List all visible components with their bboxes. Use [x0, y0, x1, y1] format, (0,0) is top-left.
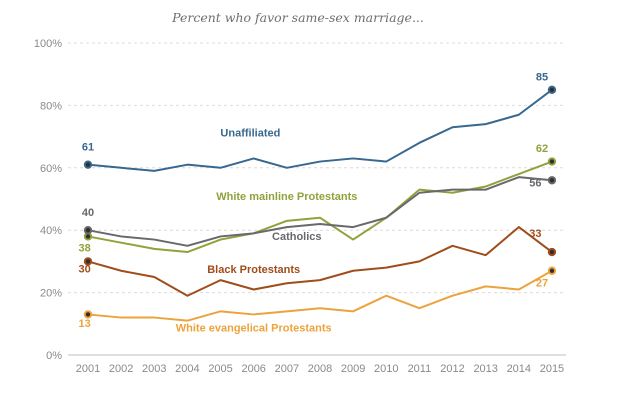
x-tick-label: 2004: [175, 363, 199, 375]
endpoint-dot-white-evangelical-protestants: [83, 310, 93, 319]
endpoint-dot-unaffiliated: [547, 85, 557, 95]
series-label-unaffiliated: Unaffiliated: [220, 128, 280, 140]
endpoint-dot-white-evangelical-protestants: [547, 266, 557, 275]
y-tick-label: 20%: [40, 288, 62, 300]
series-line-white-evangelical-protestants: [87, 269, 553, 322]
endpoint-dot-catholics: [83, 226, 93, 235]
x-tick-label: 2006: [241, 363, 265, 375]
series-line-unaffiliated: [87, 89, 553, 172]
y-tick-label: 80%: [40, 100, 62, 112]
y-tick-label: 100%: [34, 38, 62, 50]
series-label-black-protestants: Black Protestants: [207, 264, 300, 276]
value-label-white-evangelical-protestants-27: 27: [536, 277, 548, 289]
x-tick-label: 2012: [440, 363, 464, 375]
x-tick-label: 2005: [208, 363, 232, 375]
x-tick-label: 2009: [341, 363, 365, 375]
y-tick-label: 60%: [40, 163, 62, 175]
value-label-unaffiliated-85: 85: [536, 71, 548, 83]
value-label-catholics-40: 40: [82, 207, 94, 219]
series-label-catholics: Catholics: [272, 231, 322, 243]
value-label-white-mainline-protestants-38: 38: [79, 242, 91, 254]
value-label-catholics-56: 56: [529, 178, 541, 190]
value-label-unaffiliated-61: 61: [82, 142, 94, 154]
value-label-black-protestants-30: 30: [79, 263, 91, 275]
x-tick-label: 2002: [109, 363, 133, 375]
value-label-white-evangelical-protestants-13: 13: [79, 318, 91, 330]
endpoint-dot-catholics: [547, 176, 557, 185]
x-tick-label: 2001: [76, 363, 100, 375]
value-label-black-protestants-33: 33: [529, 228, 541, 240]
y-tick-label: 40%: [40, 225, 62, 237]
x-tick-label: 2003: [142, 363, 166, 375]
x-tick-label: 2015: [540, 363, 564, 375]
endpoint-dot-unaffiliated: [83, 160, 93, 169]
series-line-white-mainline-protestants: [87, 160, 553, 254]
chart-title: Percent who favor same-sex marriage...: [171, 10, 424, 25]
series-line-black-protestants: [87, 226, 553, 297]
endpoint-dot-black-protestants: [547, 247, 557, 257]
y-tick-label: 0%: [46, 350, 62, 362]
endpoint-dot-black-protestants: [83, 257, 93, 266]
x-tick-label: 2011: [408, 363, 432, 375]
series-line-catholics: [87, 176, 553, 247]
series-label-white-mainline-protestants: White mainline Protestants: [216, 191, 357, 203]
x-tick-label: 2013: [473, 363, 497, 375]
x-tick-label: 2014: [507, 363, 531, 375]
series-label-white-evangelical-protestants: White evangelical Protestants: [176, 323, 332, 335]
plot-area: 0% 20% 40% 60% 80% 100% 2001 2002 2003 2004 2005 20…: [34, 38, 566, 375]
x-tick-label: 2010: [374, 363, 398, 375]
value-label-white-mainline-protestants-62: 62: [536, 143, 548, 155]
x-tick-label: 2007: [275, 363, 299, 375]
endpoint-dot-white-mainline-protestants: [547, 157, 557, 166]
x-tick-label: 2008: [308, 363, 332, 375]
